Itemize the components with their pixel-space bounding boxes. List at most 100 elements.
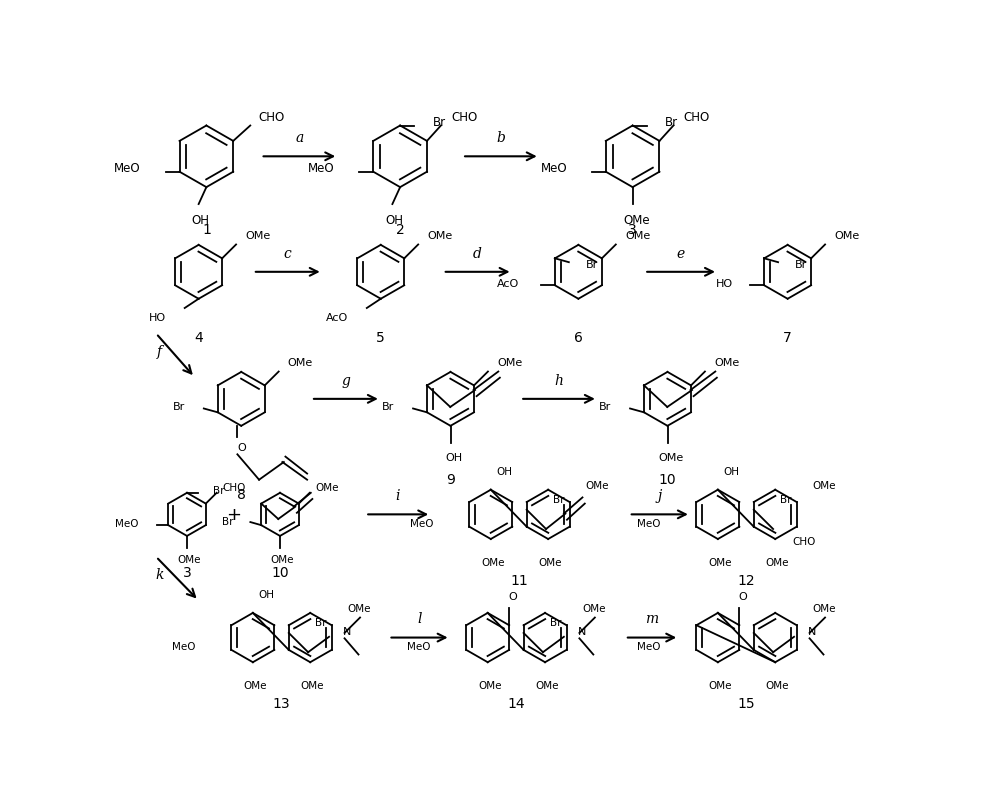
Text: N: N <box>808 626 816 637</box>
Text: OMe: OMe <box>813 604 836 613</box>
Text: e: e <box>677 247 685 260</box>
Text: 4: 4 <box>194 330 203 344</box>
Text: 5: 5 <box>376 330 385 344</box>
Text: 15: 15 <box>738 696 755 710</box>
Text: 3: 3 <box>628 222 637 236</box>
Text: OMe: OMe <box>301 680 324 691</box>
Text: a: a <box>295 131 304 145</box>
Text: f: f <box>157 344 162 359</box>
Text: N: N <box>343 626 351 637</box>
Text: OMe: OMe <box>348 604 371 613</box>
Text: b: b <box>496 131 505 145</box>
Text: Br: Br <box>315 618 327 627</box>
Text: Br: Br <box>433 116 446 129</box>
Text: 1: 1 <box>202 222 211 236</box>
Text: MeO: MeO <box>637 518 661 528</box>
Text: Br: Br <box>382 402 394 412</box>
Text: Br: Br <box>553 495 565 504</box>
Text: g: g <box>341 373 350 387</box>
Text: 7: 7 <box>783 330 792 344</box>
Text: 13: 13 <box>273 696 290 710</box>
Text: OMe: OMe <box>625 231 650 241</box>
Text: CHO: CHO <box>792 536 816 546</box>
Text: OH: OH <box>724 467 740 477</box>
Text: Br: Br <box>550 618 561 627</box>
Text: OMe: OMe <box>271 554 294 565</box>
Text: 6: 6 <box>574 330 583 344</box>
Text: MeO: MeO <box>308 162 335 175</box>
Text: OMe: OMe <box>586 480 609 491</box>
Text: OMe: OMe <box>766 680 789 691</box>
Text: O: O <box>509 591 517 601</box>
Text: OMe: OMe <box>539 557 562 568</box>
Text: HO: HO <box>716 279 733 288</box>
Text: OH: OH <box>259 589 275 600</box>
Text: O: O <box>739 591 748 601</box>
Text: Br: Br <box>213 486 225 496</box>
Text: Br: Br <box>586 260 598 270</box>
Text: Br: Br <box>665 116 678 129</box>
Text: l: l <box>417 612 422 626</box>
Text: 11: 11 <box>511 573 528 587</box>
Text: 9: 9 <box>446 472 455 487</box>
Text: OH: OH <box>191 214 209 226</box>
Text: OMe: OMe <box>245 231 270 241</box>
Text: OMe: OMe <box>583 604 606 613</box>
Text: m: m <box>645 612 659 626</box>
Text: OH: OH <box>446 452 463 462</box>
Text: OMe: OMe <box>497 358 522 368</box>
Text: OMe: OMe <box>427 231 453 241</box>
Text: HO: HO <box>149 313 166 323</box>
Text: N: N <box>578 626 586 637</box>
Text: 2: 2 <box>396 222 404 236</box>
Text: OMe: OMe <box>766 557 789 568</box>
Text: OMe: OMe <box>834 231 859 241</box>
Text: CHO: CHO <box>451 111 477 124</box>
Text: MeO: MeO <box>114 162 141 175</box>
Text: j: j <box>658 488 662 503</box>
Text: +: + <box>226 506 241 524</box>
Text: MeO: MeO <box>172 642 196 651</box>
Text: OH: OH <box>497 467 513 477</box>
Text: 3: 3 <box>183 565 191 580</box>
Text: Br: Br <box>599 402 611 412</box>
Text: OMe: OMe <box>481 557 505 568</box>
Text: OMe: OMe <box>708 680 732 691</box>
Text: O: O <box>237 442 246 452</box>
Text: OMe: OMe <box>315 482 338 492</box>
Text: Br: Br <box>173 402 185 412</box>
Text: i: i <box>396 488 400 503</box>
Text: 14: 14 <box>508 696 525 710</box>
Text: MeO: MeO <box>637 642 661 651</box>
Text: MeO: MeO <box>540 162 567 175</box>
Text: MeO: MeO <box>410 518 434 528</box>
Text: OH: OH <box>385 214 403 226</box>
Text: MeO: MeO <box>407 642 431 651</box>
Text: k: k <box>156 568 164 581</box>
Text: d: d <box>473 247 482 260</box>
Text: 10: 10 <box>271 565 289 580</box>
Text: OMe: OMe <box>536 680 559 691</box>
Text: OMe: OMe <box>714 358 739 368</box>
Text: h: h <box>555 373 563 387</box>
Text: c: c <box>284 247 292 260</box>
Text: Br: Br <box>795 260 807 270</box>
Text: MeO: MeO <box>115 518 139 528</box>
Text: AcO: AcO <box>326 313 348 323</box>
Text: OMe: OMe <box>178 554 201 565</box>
Text: CHO: CHO <box>259 111 285 124</box>
Text: Br: Br <box>780 495 792 504</box>
Text: OMe: OMe <box>708 557 732 568</box>
Text: CHO: CHO <box>222 482 245 492</box>
Text: OMe: OMe <box>478 680 502 691</box>
Text: OMe: OMe <box>623 214 650 226</box>
Text: CHO: CHO <box>684 111 710 124</box>
Text: OMe: OMe <box>243 680 267 691</box>
Text: 8: 8 <box>237 487 246 502</box>
Text: OMe: OMe <box>813 480 836 491</box>
Text: AcO: AcO <box>497 279 519 288</box>
Text: 12: 12 <box>738 573 755 587</box>
Text: 10: 10 <box>659 472 676 487</box>
Text: OMe: OMe <box>659 452 684 462</box>
Text: OMe: OMe <box>288 358 313 368</box>
